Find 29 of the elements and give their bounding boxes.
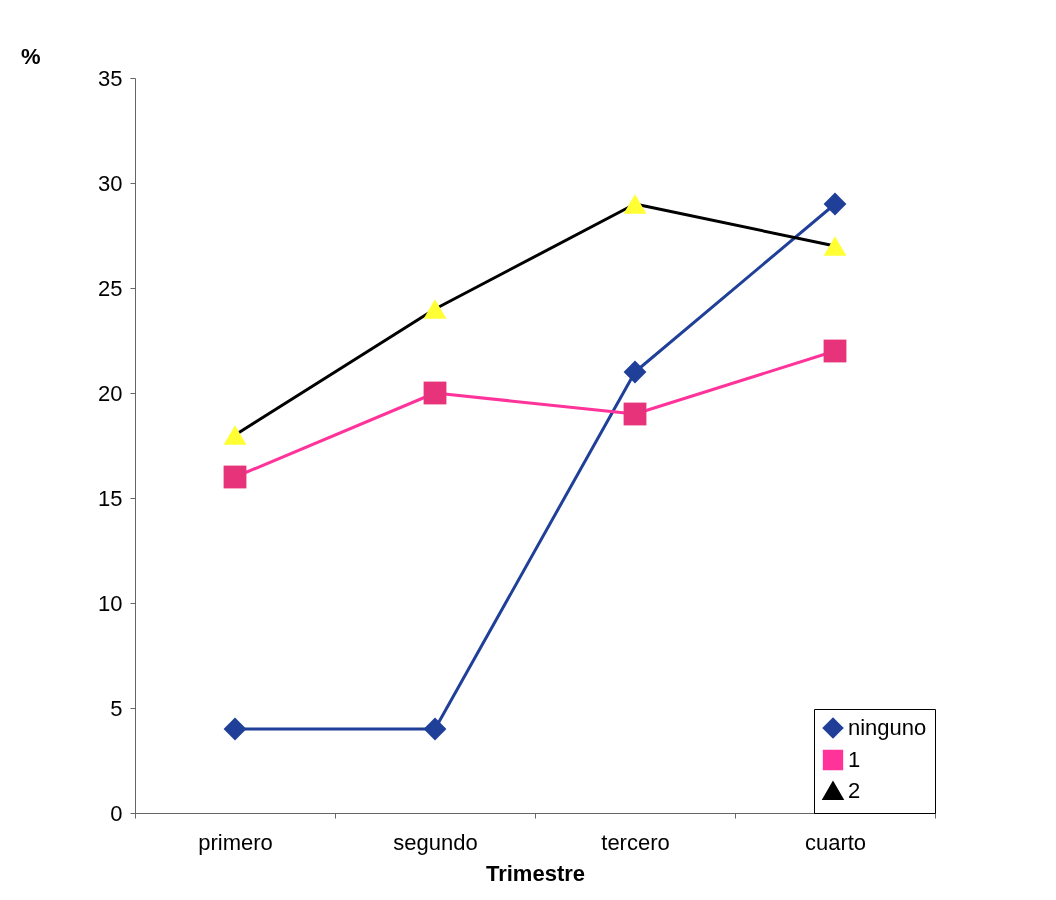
y-tick-label: 35 — [98, 65, 123, 91]
x-tick-label: tercero — [601, 829, 670, 855]
y-tick-label: 5 — [110, 695, 123, 721]
y-tick-label: 10 — [98, 590, 123, 616]
legend-label: 1 — [848, 747, 861, 772]
point — [823, 192, 847, 216]
y-tick-label: 15 — [98, 485, 123, 511]
x-tick-label: segundo — [393, 829, 478, 855]
x-tick-label: cuarto — [804, 829, 867, 855]
x-tick-label: primero — [198, 829, 273, 855]
point — [823, 339, 847, 363]
point — [823, 236, 847, 256]
point — [223, 465, 247, 489]
point — [623, 360, 647, 384]
y-tick-label: 20 — [98, 380, 123, 406]
point — [423, 381, 447, 405]
point — [423, 717, 447, 741]
legend-label: 2 — [848, 778, 861, 803]
y-tick-label: 30 — [98, 170, 123, 196]
point — [423, 299, 447, 319]
x-axis-title: Trimestre — [485, 860, 586, 886]
y-axis-title: % — [20, 43, 41, 69]
point — [623, 402, 647, 426]
y-tick-label: 0 — [110, 800, 123, 826]
point — [223, 717, 247, 741]
y-tick-label: 25 — [98, 275, 123, 301]
legend-label: ninguno — [848, 715, 927, 740]
point — [223, 425, 247, 445]
point — [623, 194, 647, 214]
